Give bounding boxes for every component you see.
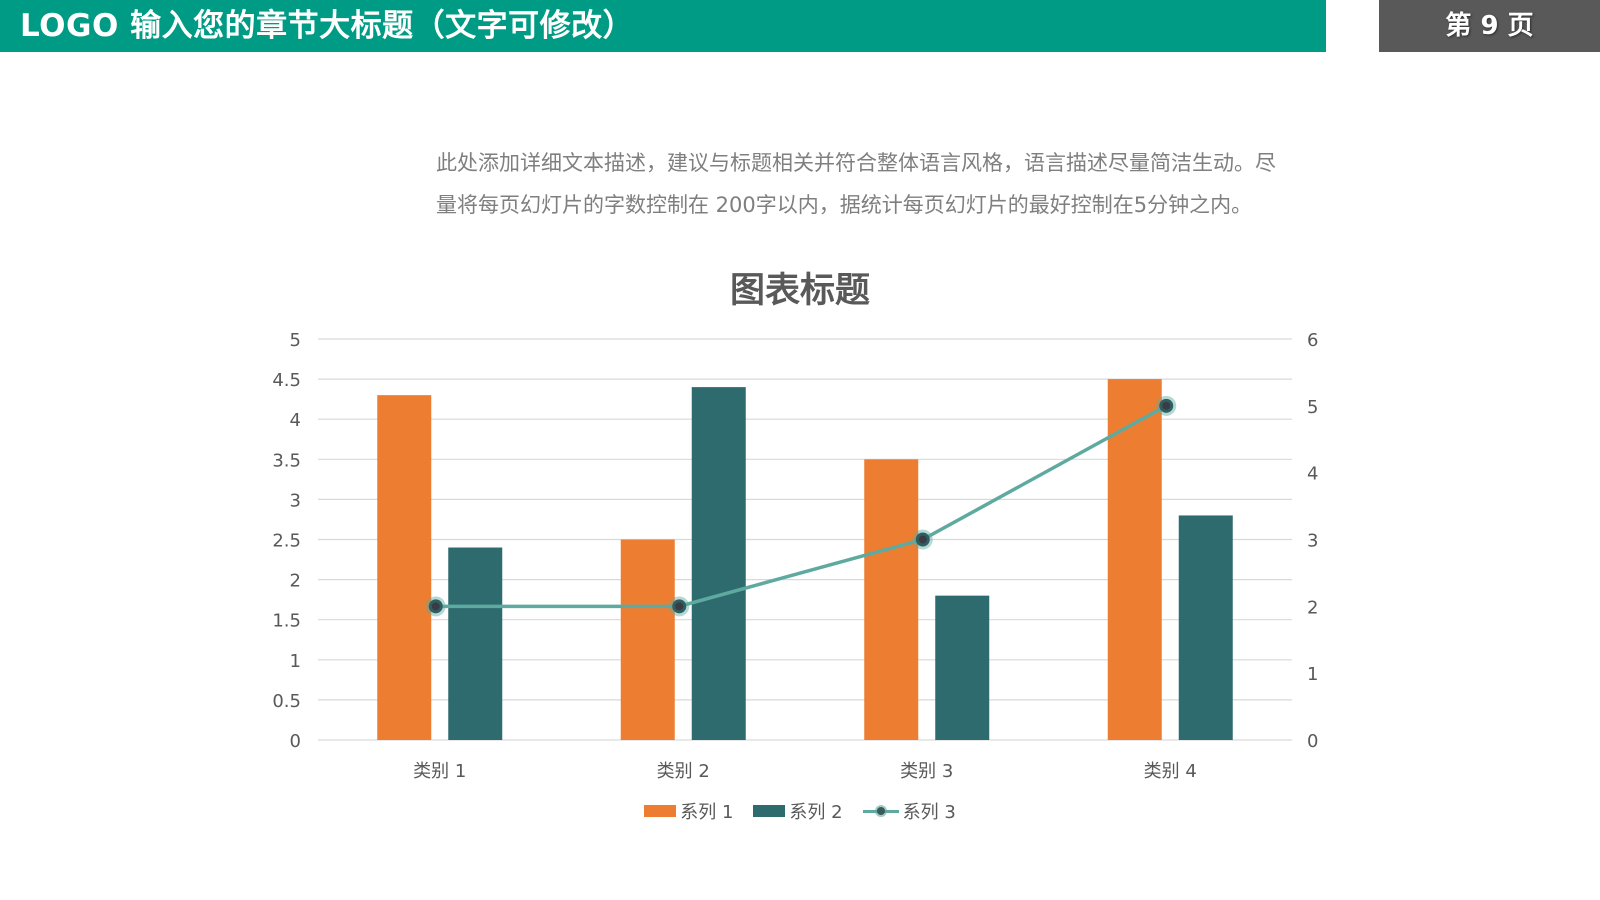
description-text: 此处添加详细文本描述，建议与标题相关并符合整体语言风格，语言描述尽量简洁生动。尽…	[436, 142, 1376, 226]
series-2-swatch-icon	[753, 805, 786, 817]
left-axis-tick: 1	[290, 651, 301, 672]
page-number-box: 第 9 页	[1379, 0, 1600, 52]
bar-series-1[interactable]	[377, 395, 432, 740]
bar-series-2[interactable]	[448, 547, 503, 740]
description-line-1: 此处添加详细文本描述，建议与标题相关并符合整体语言风格，语言描述尽量简洁生动。尽	[436, 151, 1276, 175]
left-axis-tick: 0	[290, 731, 301, 752]
bar-series-2[interactable]	[1178, 515, 1233, 740]
line-marker-halo	[425, 596, 446, 617]
legend-item-series-1[interactable]: 系列 1	[644, 798, 733, 824]
left-axis-tick: 4	[290, 410, 301, 431]
right-axis-tick: 5	[1307, 397, 1318, 418]
left-axis-tick: 3.5	[272, 450, 301, 471]
legend-label: 系列 3	[902, 802, 956, 823]
category-label: 类别 2	[657, 761, 710, 782]
line-marker-halo	[669, 596, 690, 617]
left-axis-tick: 2.5	[272, 531, 301, 552]
series-1-swatch-icon	[644, 805, 677, 817]
chart-title: 图表标题	[729, 271, 870, 311]
legend-item-series-3[interactable]: 系列 3	[862, 798, 956, 824]
line-marker-dot	[431, 602, 440, 611]
section-title: LOGO 输入您的章节大标题（文字可修改）	[20, 8, 635, 44]
legend-label: 系列 1	[680, 802, 734, 823]
series-3-line-marker-icon	[862, 805, 899, 817]
category-label: 类别 4	[1144, 761, 1197, 782]
line-marker[interactable]	[672, 599, 687, 614]
left-axis-tick: 0.5	[272, 691, 301, 712]
right-axis-tick: 1	[1307, 664, 1318, 685]
right-axis-tick: 0	[1307, 731, 1318, 752]
line-marker-dot	[675, 602, 684, 611]
page-number: 第 9 页	[1445, 11, 1534, 41]
left-axis-tick: 4.5	[272, 370, 301, 391]
line-marker-halo	[1156, 395, 1177, 416]
right-axis-tick: 3	[1307, 531, 1318, 552]
category-label: 类别 3	[900, 761, 953, 782]
line-marker-dot	[1162, 401, 1171, 410]
right-axis-tick: 4	[1307, 464, 1318, 485]
category-label: 类别 1	[413, 761, 466, 782]
left-axis-tick: 2	[290, 571, 301, 592]
left-axis-tick: 3	[290, 490, 301, 511]
left-axis-tick: 1.5	[272, 611, 301, 632]
right-axis-tick: 2	[1307, 597, 1318, 618]
right-axis-tick: 6	[1307, 330, 1318, 351]
line-marker[interactable]	[428, 599, 443, 614]
line-marker-dot	[918, 535, 927, 544]
bar-series-2[interactable]	[691, 387, 746, 740]
line-marker[interactable]	[1159, 398, 1174, 413]
line-marker[interactable]	[915, 532, 930, 547]
left-axis-tick: 5	[290, 330, 301, 351]
bar-series-1[interactable]	[864, 459, 919, 740]
bar-series-1[interactable]	[620, 539, 675, 741]
legend-item-series-2[interactable]: 系列 2	[753, 798, 843, 824]
line-series-3[interactable]	[435, 404, 1168, 609]
chart-legend: 系列 1 系列 2 系列 3	[0, 798, 1600, 824]
header-bar: LOGO 输入您的章节大标题（文字可修改）	[0, 0, 1326, 52]
description-line-2: 量将每页幻灯片的字数控制在 200字以内，据统计每页幻灯片的最好控制在5分钟之内…	[436, 193, 1253, 217]
line-marker-halo	[912, 529, 933, 550]
legend-label: 系列 2	[789, 802, 843, 823]
bar-series-1[interactable]	[1107, 379, 1162, 740]
bar-series-2[interactable]	[935, 595, 990, 740]
